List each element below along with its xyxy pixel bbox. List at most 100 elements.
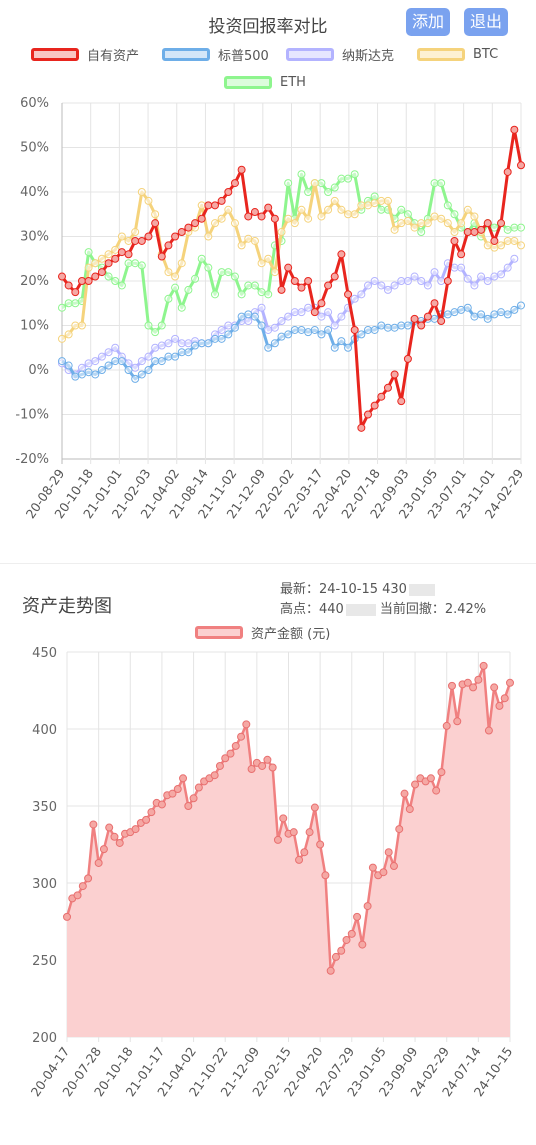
data-point xyxy=(423,312,432,321)
y-tick-label: 60% xyxy=(20,96,49,111)
data-point xyxy=(430,268,439,277)
data-point xyxy=(194,783,203,792)
data-point xyxy=(284,312,293,321)
data-point xyxy=(317,212,326,221)
data-point xyxy=(177,259,186,268)
data-point xyxy=(111,245,120,254)
data-point xyxy=(104,250,113,259)
data-point xyxy=(370,401,379,410)
legend-item-btc[interactable]: BTC xyxy=(417,45,498,63)
data-point xyxy=(91,259,100,268)
legend-swatch xyxy=(286,47,334,61)
data-point xyxy=(417,219,426,228)
data-point xyxy=(357,290,366,299)
data-point xyxy=(437,317,446,326)
data-point xyxy=(204,263,213,272)
data-point xyxy=(264,254,273,263)
data-point xyxy=(231,741,240,750)
legend-item-sp500[interactable]: 标普500 xyxy=(162,45,269,64)
legend-item-eth[interactable]: ETH xyxy=(224,73,306,91)
data-point xyxy=(503,236,512,245)
data-point xyxy=(503,263,512,272)
series-line xyxy=(61,181,522,341)
data-point xyxy=(503,167,512,176)
data-point xyxy=(337,946,346,955)
legend-label: ETH xyxy=(280,74,306,90)
data-point xyxy=(77,321,86,330)
data-point xyxy=(397,321,406,330)
series-0 xyxy=(58,125,525,432)
data-point xyxy=(350,294,359,303)
data-point xyxy=(157,357,166,366)
data-point xyxy=(104,361,113,370)
data-point xyxy=(124,366,133,374)
data-point xyxy=(105,823,114,832)
data-point xyxy=(390,323,399,332)
add-button[interactable]: 添加 xyxy=(406,8,450,36)
data-point xyxy=(244,317,253,326)
data-point xyxy=(484,726,493,735)
data-point xyxy=(410,223,419,232)
data-point xyxy=(273,835,282,844)
legend-item-own-assets[interactable]: 自有资产 xyxy=(31,45,139,64)
data-point xyxy=(510,305,519,314)
data-point xyxy=(284,214,293,223)
data-point xyxy=(447,681,456,690)
data-point xyxy=(490,310,499,319)
legend-item-nasdaq[interactable]: 纳斯达克 xyxy=(286,45,394,64)
data-point xyxy=(177,339,186,348)
return-comparison-chart: 60%50%40%30%20%10%0%-10%-20%20-08-2920-1… xyxy=(15,96,526,521)
drawdown-label: 当前回撤：2.42% xyxy=(379,602,487,617)
data-point xyxy=(417,321,426,330)
data-point xyxy=(224,188,233,196)
data-point xyxy=(350,170,359,179)
data-point xyxy=(430,299,439,308)
data-point xyxy=(463,205,472,214)
data-point xyxy=(457,263,466,272)
data-point xyxy=(430,212,439,221)
data-point xyxy=(142,815,151,824)
data-point xyxy=(403,216,412,225)
data-point xyxy=(347,929,356,938)
data-point xyxy=(124,259,133,268)
data-point xyxy=(131,259,140,268)
data-point xyxy=(363,902,372,911)
data-point xyxy=(115,838,124,847)
data-point xyxy=(317,179,326,188)
data-point xyxy=(131,363,140,372)
data-point xyxy=(410,314,419,323)
data-point xyxy=(257,321,266,330)
area-fill xyxy=(67,665,510,1037)
data-point xyxy=(277,285,286,294)
data-point xyxy=(304,277,313,285)
data-point xyxy=(310,325,319,334)
data-point xyxy=(151,219,160,228)
data-point xyxy=(131,825,140,834)
legend-swatch xyxy=(417,47,465,61)
data-point xyxy=(403,354,412,363)
data-point xyxy=(157,800,166,809)
data-point xyxy=(297,308,306,317)
data-point xyxy=(417,277,426,285)
data-point xyxy=(344,210,353,219)
data-point xyxy=(71,299,80,308)
data-point xyxy=(370,199,379,208)
data-point xyxy=(117,232,126,241)
data-point xyxy=(104,272,113,281)
data-point xyxy=(217,214,226,223)
data-point xyxy=(84,248,93,257)
data-point xyxy=(290,219,299,228)
legend-item-asset-amount[interactable]: 资产金额 (元) xyxy=(195,623,330,642)
data-point xyxy=(151,357,160,366)
data-point xyxy=(270,214,279,223)
data-point xyxy=(144,232,153,241)
data-point xyxy=(450,228,459,237)
data-point xyxy=(397,397,406,406)
data-point xyxy=(383,323,392,332)
data-point xyxy=(104,259,113,268)
data-point xyxy=(211,219,219,228)
exit-button[interactable]: 退出 xyxy=(464,8,508,36)
data-point xyxy=(264,343,273,352)
data-point xyxy=(164,339,173,348)
data-point xyxy=(264,203,273,212)
